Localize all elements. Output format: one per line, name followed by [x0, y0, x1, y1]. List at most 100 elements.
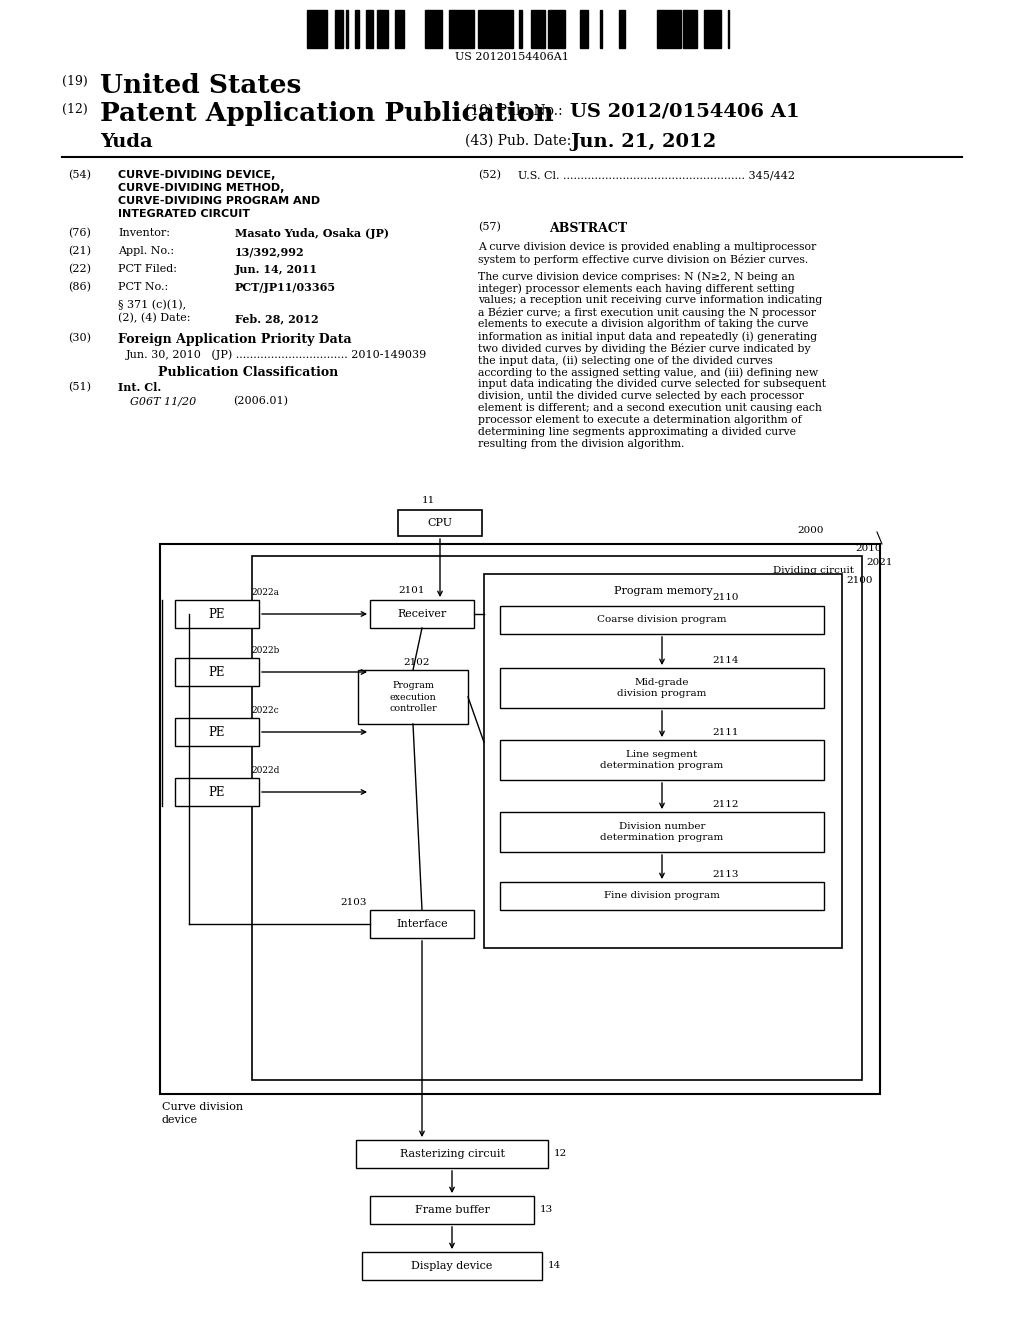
Text: 2103: 2103: [340, 898, 367, 907]
Text: 2100: 2100: [846, 576, 872, 585]
Bar: [541, 11, 543, 48]
Text: 2102: 2102: [403, 657, 429, 667]
Bar: [503, 11, 513, 48]
Text: 2010: 2010: [855, 544, 882, 553]
Text: Coarse division program: Coarse division program: [597, 615, 727, 624]
Text: (52): (52): [478, 170, 501, 181]
Text: CURVE-DIVIDING METHOD,: CURVE-DIVIDING METHOD,: [118, 183, 285, 193]
Text: PE: PE: [209, 665, 225, 678]
Text: Jun. 21, 2012: Jun. 21, 2012: [570, 133, 716, 150]
Bar: [620, 11, 626, 48]
Text: U.S. Cl. .................................................... 345/442: U.S. Cl. ...............................…: [518, 170, 795, 180]
Bar: [531, 11, 541, 48]
Text: 11: 11: [421, 496, 434, 506]
Bar: [346, 11, 348, 48]
Text: Int. Cl.: Int. Cl.: [118, 381, 161, 393]
Bar: [554, 11, 558, 48]
Text: 14: 14: [548, 1262, 561, 1270]
Text: information as initial input data and repeatedly (i) generating: information as initial input data and re…: [478, 331, 817, 342]
Text: Patent Application Publication: Patent Application Publication: [100, 102, 554, 125]
Bar: [500, 606, 824, 634]
Bar: [175, 718, 259, 746]
Text: The curve division device comprises: N (N≥2, N being an: The curve division device comprises: N (…: [478, 271, 795, 281]
Text: 2022d: 2022d: [251, 766, 280, 775]
Text: 2110: 2110: [712, 593, 738, 602]
Text: system to perform effective curve division on Bézier curves.: system to perform effective curve divisi…: [478, 253, 808, 265]
Bar: [437, 11, 442, 48]
Bar: [175, 777, 259, 807]
Text: processor element to execute a determination algorithm of: processor element to execute a determina…: [478, 414, 802, 425]
Bar: [317, 11, 327, 48]
Bar: [366, 11, 373, 48]
Bar: [500, 812, 824, 851]
Text: PCT Filed:: PCT Filed:: [118, 264, 177, 275]
Text: PCT No.:: PCT No.:: [118, 282, 168, 292]
Text: A curve division device is provided enabling a multiprocessor: A curve division device is provided enab…: [478, 242, 816, 252]
Text: Receiver: Receiver: [397, 609, 446, 619]
Bar: [314, 11, 317, 48]
Text: Mid-grade
division program: Mid-grade division program: [617, 678, 707, 698]
Text: division, until the divided curve selected by each processor: division, until the divided curve select…: [478, 391, 804, 401]
Text: ABSTRACT: ABSTRACT: [549, 222, 627, 235]
Text: PCT/JP11/03365: PCT/JP11/03365: [234, 282, 336, 293]
Text: (43) Pub. Date:: (43) Pub. Date:: [465, 135, 571, 148]
Text: 2022a: 2022a: [251, 587, 279, 597]
Text: Publication Classification: Publication Classification: [158, 366, 338, 379]
Text: elements to execute a division algorithm of taking the curve: elements to execute a division algorithm…: [478, 319, 808, 329]
Text: PE: PE: [209, 607, 225, 620]
Bar: [683, 11, 688, 48]
Text: Line segment
determination program: Line segment determination program: [600, 750, 724, 770]
Text: Masato Yuda, Osaka (JP): Masato Yuda, Osaka (JP): [234, 228, 389, 239]
Bar: [425, 11, 428, 48]
Text: 2022c: 2022c: [251, 706, 279, 715]
Bar: [175, 601, 259, 628]
Text: the input data, (ii) selecting one of the divided curves: the input data, (ii) selecting one of th…: [478, 355, 773, 366]
Text: INTEGRATED CIRCUIT: INTEGRATED CIRCUIT: [118, 209, 250, 219]
Text: Interface: Interface: [396, 919, 447, 929]
Text: (12): (12): [62, 103, 88, 116]
Text: integer) processor elements each having different setting: integer) processor elements each having …: [478, 282, 795, 293]
Bar: [519, 11, 522, 48]
Bar: [370, 601, 474, 628]
Bar: [728, 11, 729, 48]
Text: values; a reception unit receiving curve information indicating: values; a reception unit receiving curve…: [478, 294, 822, 305]
Text: (19): (19): [62, 75, 88, 88]
Bar: [719, 11, 721, 48]
Bar: [428, 11, 437, 48]
Bar: [543, 11, 546, 48]
Bar: [335, 11, 340, 48]
Bar: [665, 11, 673, 48]
Text: Program
execution
controller: Program execution controller: [389, 681, 437, 713]
Bar: [370, 909, 474, 939]
Text: Dividing circuit: Dividing circuit: [773, 566, 854, 576]
Text: Yuda: Yuda: [100, 133, 153, 150]
Bar: [160, 544, 880, 1094]
Text: (51): (51): [68, 381, 91, 392]
Bar: [581, 11, 588, 48]
Bar: [600, 11, 602, 48]
Bar: [449, 11, 454, 48]
Text: according to the assigned setting value, and (iii) defining new: according to the assigned setting value,…: [478, 367, 818, 378]
Bar: [715, 11, 719, 48]
Text: (10) Pub. No.:: (10) Pub. No.:: [465, 104, 562, 117]
Bar: [380, 11, 388, 48]
Bar: [500, 668, 824, 708]
Text: PE: PE: [209, 785, 225, 799]
Bar: [306, 11, 314, 48]
Text: Jun. 14, 2011: Jun. 14, 2011: [234, 264, 318, 275]
Bar: [484, 574, 842, 948]
Text: Feb. 28, 2012: Feb. 28, 2012: [234, 313, 318, 323]
Text: 2111: 2111: [712, 729, 738, 737]
Bar: [358, 671, 468, 723]
Bar: [688, 11, 691, 48]
Text: element is different; and a second execution unit causing each: element is different; and a second execu…: [478, 403, 822, 413]
Bar: [175, 657, 259, 686]
Text: 2112: 2112: [712, 800, 738, 809]
Text: 2113: 2113: [712, 870, 738, 879]
Bar: [548, 11, 550, 48]
Text: United States: United States: [100, 73, 301, 98]
Text: PE: PE: [209, 726, 225, 738]
Text: 12: 12: [554, 1150, 567, 1159]
Bar: [370, 1196, 534, 1224]
Text: § 371 (c)(1),: § 371 (c)(1),: [118, 300, 186, 310]
